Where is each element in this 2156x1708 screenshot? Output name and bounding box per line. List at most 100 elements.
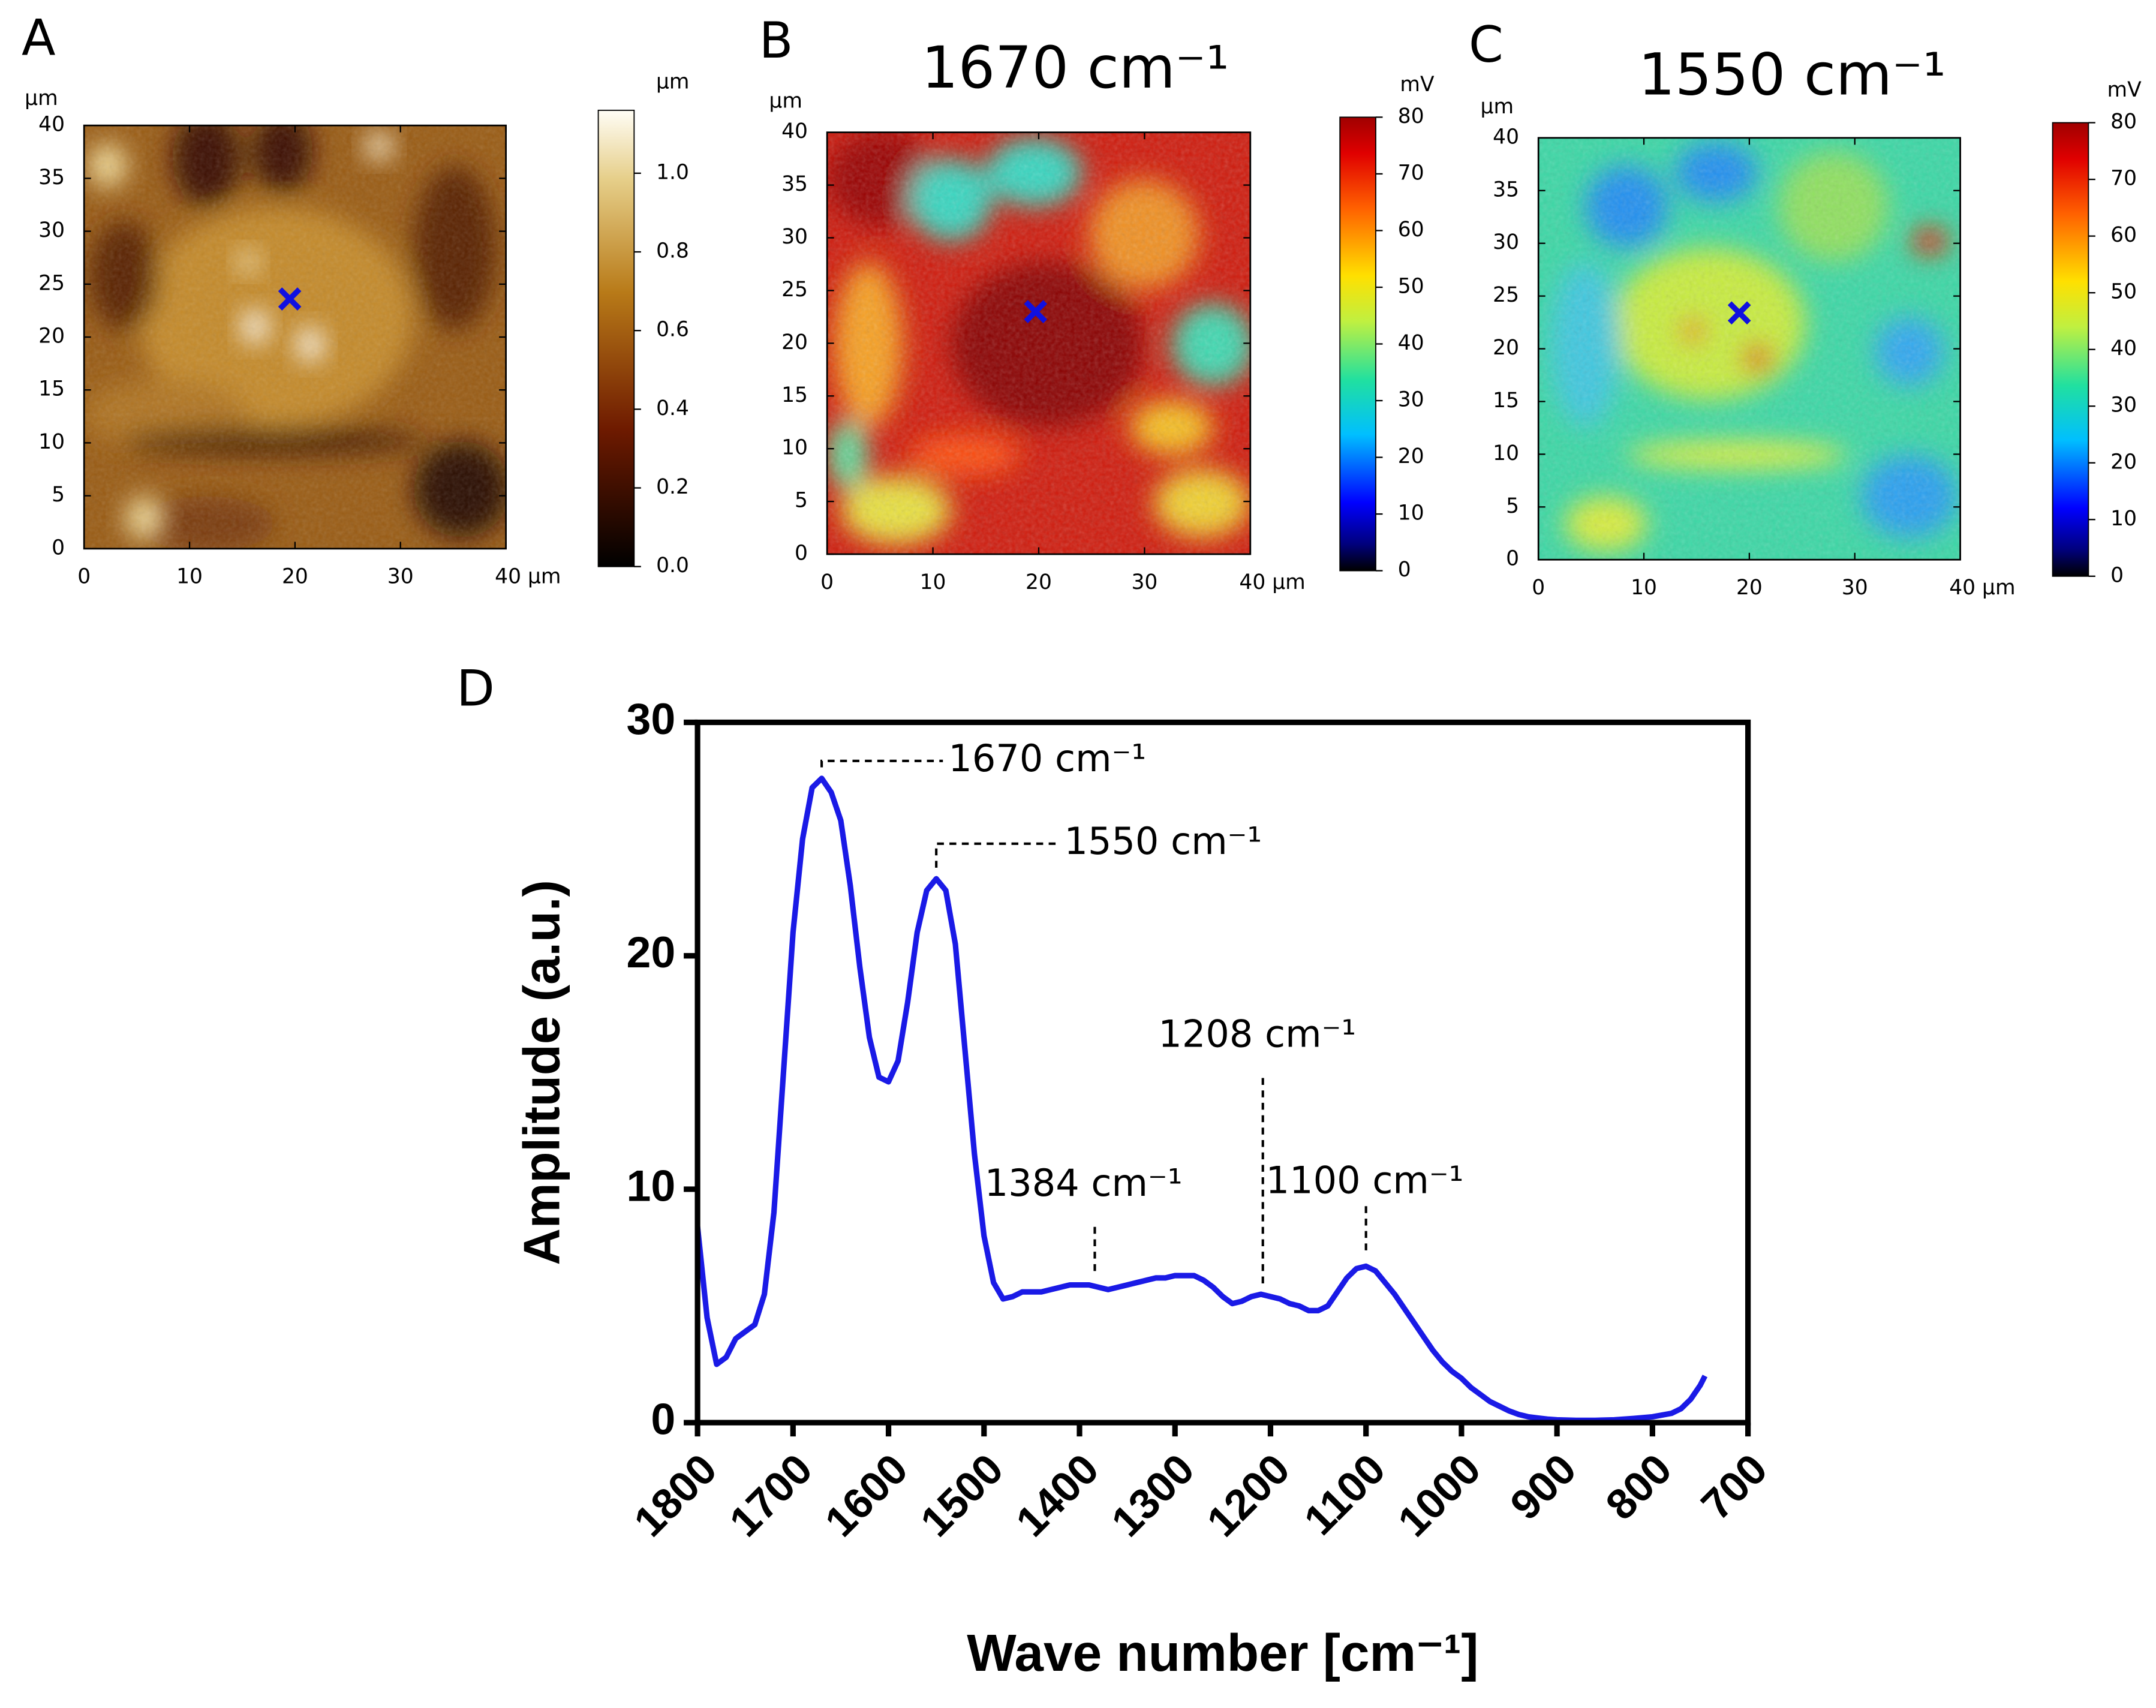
panel-label: A [22, 8, 56, 67]
y-tick-label: 5 [52, 483, 65, 507]
marker-cross [1024, 300, 1048, 323]
x-tick-label: 30 [1842, 576, 1868, 600]
y-tick-label: 30 [38, 218, 65, 242]
marker-cross [278, 287, 302, 311]
y-tick-label: 5 [795, 489, 808, 513]
colorbar-tick-label: 10 [2110, 507, 2137, 531]
ir-map [827, 132, 1250, 555]
x-tick-label: 0 [820, 570, 834, 594]
annotation: 1550 cm⁻¹ [1065, 819, 1262, 863]
x-tick-label: 10 [920, 570, 946, 594]
colorbar-tick-label: 0.4 [656, 396, 689, 420]
y-axis-label: Amplitude (a.u.) [514, 880, 571, 1265]
colorbar-tick-label: 0.8 [656, 239, 689, 263]
x-tick-label: 20 [282, 565, 308, 589]
y-tick-label: 30 [1493, 230, 1519, 254]
x-tick-label: 800 [1596, 1445, 1681, 1529]
y-tick-label: 0 [651, 1394, 675, 1444]
x-tick-label: 40 μm [1949, 576, 2015, 600]
spectrum-line [694, 775, 1708, 1423]
colorbar-tick-label: 50 [1398, 274, 1424, 298]
y-tick-label: 40 [1493, 125, 1519, 149]
y-tick-label: 40 [38, 113, 65, 137]
ir-map [1538, 137, 1960, 560]
y-unit: μm [25, 86, 58, 110]
colorbar [1339, 116, 1376, 572]
marker [1024, 300, 1048, 323]
y-tick-label: 0 [1506, 547, 1519, 571]
colorbar [2052, 122, 2089, 577]
y-tick-label: 10 [1493, 441, 1519, 465]
panel-title: 1550 cm⁻¹ [1638, 40, 1946, 108]
y-tick-label: 20 [781, 330, 808, 354]
y-tick-label: 35 [38, 166, 65, 190]
colorbar-tick-label: 40 [2110, 336, 2137, 360]
panel-label: C [1469, 16, 1504, 74]
colorbar-tick-label: 70 [2110, 167, 2137, 191]
annotation: 1100 cm⁻¹ [1266, 1158, 1464, 1202]
y-tick-label: 0 [795, 542, 808, 566]
y-tick-label: 25 [1493, 283, 1519, 307]
y-tick-label: 35 [1493, 178, 1519, 202]
annotation-leader [935, 842, 1059, 868]
y-tick-label: 15 [38, 377, 65, 401]
y-unit: μm [769, 89, 802, 113]
colorbar-tick-label: 80 [1398, 104, 1424, 128]
x-tick-label: 20 [1736, 576, 1763, 600]
colorbar-tick-label: 10 [1398, 501, 1424, 525]
x-tick-label: 0 [77, 565, 91, 589]
colorbar-tick-label: 60 [2110, 223, 2137, 247]
annotation: 1670 cm⁻¹ [948, 736, 1146, 780]
colorbar-tick-label: 20 [1398, 444, 1424, 468]
x-tick-label: 1000 [1389, 1445, 1490, 1546]
colorbar [597, 109, 635, 567]
colorbar-tick-label: 0.2 [656, 475, 689, 499]
panel-title: 1670 cm⁻¹ [921, 34, 1229, 101]
y-tick-label: 15 [1493, 389, 1519, 413]
x-tick-label: 30 [387, 565, 414, 589]
colorbar-tick-label: 70 [1398, 161, 1424, 185]
x-tick-label: 10 [176, 565, 203, 589]
y-tick-label: 25 [781, 278, 808, 302]
y-tick-label: 5 [1506, 494, 1519, 518]
y-tick-label: 10 [626, 1160, 675, 1210]
x-tick-label: 1400 [1007, 1445, 1108, 1546]
x-tick-label: 10 [1631, 576, 1657, 600]
y-tick-label: 20 [38, 324, 65, 348]
y-tick-label: 40 [781, 119, 808, 143]
colorbar-tick-label: 40 [1398, 331, 1424, 355]
y-tick-label: 20 [626, 927, 675, 977]
colorbar-tick-label: 60 [1398, 218, 1424, 242]
x-tick-label: 40 μm [1239, 570, 1305, 594]
x-tick-label: 1300 [1102, 1445, 1204, 1546]
annotation: 1384 cm⁻¹ [985, 1161, 1183, 1205]
colorbar-tick-label: 0.6 [656, 318, 689, 342]
x-tick-label: 1600 [816, 1445, 918, 1546]
colorbar-unit: mV [1400, 73, 1435, 97]
y-tick-label: 0 [52, 536, 65, 560]
colorbar-tick-label: 80 [2110, 110, 2137, 134]
colorbar-tick-label: 0.0 [656, 554, 689, 578]
panel-label: D [456, 659, 495, 717]
colorbar-unit: mV [2107, 78, 2142, 102]
annotation-leader [820, 759, 943, 768]
colorbar-tick-label: 0 [2110, 563, 2124, 587]
y-tick-label: 10 [781, 436, 808, 460]
colorbar-tick-label: 30 [2110, 393, 2137, 417]
x-tick-label: 20 [1026, 570, 1052, 594]
colorbar-tick-label: 0 [1398, 558, 1411, 582]
y-tick-label: 30 [626, 694, 675, 744]
x-tick-label: 1500 [912, 1445, 1013, 1546]
afm-image [84, 125, 506, 549]
panel-label: B [759, 11, 793, 70]
colorbar-unit: μm [656, 70, 690, 94]
x-tick-label: 0 [1532, 576, 1545, 600]
y-tick-label: 15 [781, 383, 808, 407]
x-tick-label: 1200 [1198, 1445, 1299, 1546]
colorbar-tick-label: 20 [2110, 450, 2137, 474]
x-tick-label: 30 [1131, 570, 1157, 594]
y-unit: μm [1481, 95, 1514, 119]
y-tick-label: 25 [38, 271, 65, 295]
x-tick-label: 900 [1501, 1445, 1586, 1529]
